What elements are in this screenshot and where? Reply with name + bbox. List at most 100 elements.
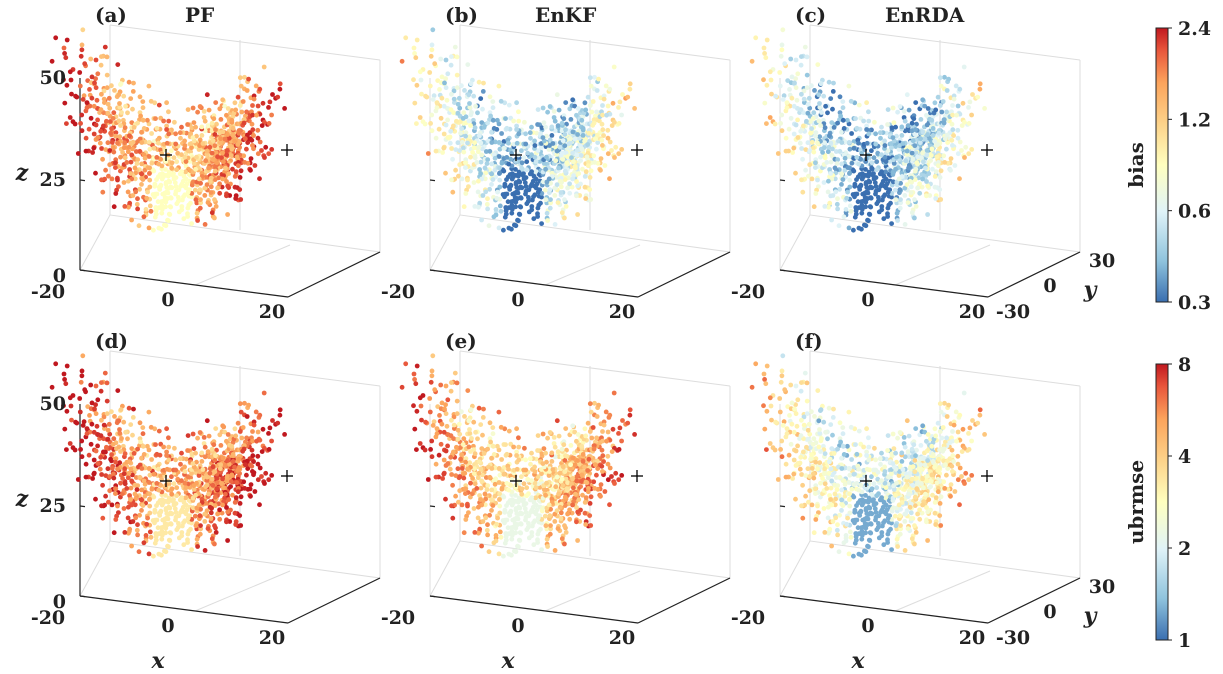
scatter-point: [772, 121, 778, 127]
scatter-point: [545, 218, 550, 223]
scatter-point: [619, 438, 624, 444]
scatter-point: [831, 125, 837, 130]
scatter-point: [898, 180, 903, 186]
z-tick-label: 25: [40, 495, 66, 517]
scatter-point: [196, 473, 202, 478]
scatter-point: [250, 429, 255, 434]
scatter-point: [207, 504, 213, 510]
scatter-point: [429, 128, 435, 134]
scatter-point: [91, 131, 97, 137]
scatter-point: [210, 156, 216, 162]
scatter-point: [497, 529, 503, 535]
scatter-point: [580, 133, 586, 138]
scatter-point: [564, 160, 570, 166]
scatter-point: [140, 431, 146, 437]
scatter-point: [962, 155, 967, 160]
scatter-point: [230, 440, 236, 445]
scatter-point: [250, 438, 256, 444]
scatter-point: [528, 461, 533, 467]
scatter-point: [950, 143, 955, 148]
x-tick-label: -20: [381, 281, 415, 303]
scatter-point: [523, 457, 528, 463]
fixed-point-marker: [160, 149, 172, 161]
scatter-point: [489, 161, 495, 167]
scatter-point: [468, 81, 474, 87]
scatter-point: [195, 109, 201, 115]
scatter-point: [445, 117, 450, 123]
scatter-point: [169, 486, 175, 492]
scatter-point: [793, 57, 799, 63]
scatter-point: [924, 193, 929, 199]
scatter-point: [117, 101, 122, 106]
scatter-point: [184, 456, 189, 462]
scatter-point: [63, 381, 69, 387]
scatter-point: [822, 204, 828, 209]
scatter-point: [250, 469, 255, 474]
scatter-point: [132, 491, 138, 497]
scatter-point: [82, 387, 88, 393]
scatter-series: [399, 353, 637, 559]
scatter-point: [599, 447, 605, 453]
scatter-point: [419, 91, 424, 97]
scatter-point: [442, 80, 447, 86]
scatter-point: [551, 109, 557, 114]
scatter-point: [88, 441, 94, 447]
scatter-point: [467, 134, 473, 140]
scatter-point: [141, 452, 147, 457]
scatter-point: [111, 204, 117, 210]
scatter-point: [454, 54, 460, 60]
scatter-point: [154, 125, 160, 131]
scatter-point: [103, 493, 108, 499]
scatter-point: [920, 129, 926, 135]
scatter-point: [122, 530, 128, 535]
scatter-point: [585, 94, 591, 100]
scatter-point: [158, 183, 164, 189]
scatter-point: [452, 100, 457, 105]
scatter-point: [237, 187, 243, 193]
scatter-point: [843, 207, 849, 212]
scatter-point: [858, 183, 863, 189]
scatter-point: [823, 103, 828, 109]
scatter-point: [547, 187, 553, 193]
y-tick-label: -30: [996, 301, 1030, 323]
scatter-point: [465, 503, 470, 509]
scatter-point: [777, 70, 783, 75]
scatter-point: [501, 227, 506, 233]
scatter-point: [110, 116, 116, 121]
scatter-point: [139, 129, 144, 135]
scatter-point: [104, 85, 110, 91]
box-top-edge: [109, 24, 381, 61]
scatter-point: [813, 130, 819, 136]
scatter-point: [897, 205, 903, 211]
scatter-point: [154, 451, 160, 457]
scatter-point: [527, 130, 533, 136]
scatter-point: [237, 513, 243, 518]
scatter-point: [891, 161, 897, 166]
scatter-point: [210, 464, 216, 470]
scatter-point: [902, 193, 908, 198]
scatter-point: [547, 205, 553, 211]
scatter-point: [900, 141, 906, 146]
scatter-point: [559, 150, 565, 156]
scatter-point: [811, 149, 817, 155]
scatter-point: [487, 420, 493, 426]
scatter-point: [869, 148, 874, 154]
scatter-point: [915, 154, 920, 160]
scatter-point: [459, 140, 465, 145]
scatter-point: [977, 81, 983, 87]
scatter-point: [535, 205, 541, 211]
scatter-point: [891, 120, 897, 125]
scatter-point: [230, 133, 236, 138]
scatter-point: [893, 144, 899, 150]
scatter-point: [232, 174, 238, 179]
scatter-point: [174, 527, 180, 533]
scatter-point: [443, 448, 449, 454]
axis-lines: [79, 404, 381, 624]
scatter-point: [865, 173, 871, 179]
scatter-point: [123, 103, 128, 109]
scatter-point: [575, 212, 580, 217]
scatter-point: [509, 210, 515, 216]
scatter-point: [237, 75, 243, 81]
scatter-point: [193, 523, 199, 529]
scatter-point: [451, 96, 457, 102]
